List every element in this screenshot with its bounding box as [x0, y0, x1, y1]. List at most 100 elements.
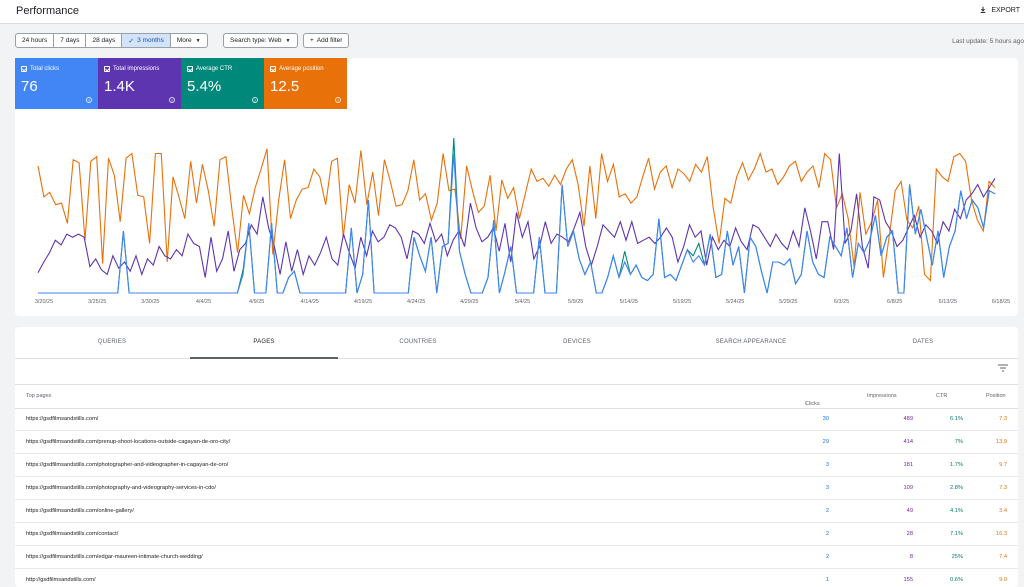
range-3-months[interactable]: ✓ 3 months — [122, 34, 171, 47]
x-tick-label: 5/24/25 — [726, 299, 744, 305]
ctr-value: 2.8% — [950, 485, 963, 491]
x-tick-label: 5/4/25 — [515, 299, 530, 305]
x-tick-label: 5/29/25 — [779, 299, 797, 305]
help-icon: ? — [169, 97, 175, 103]
series-line-clicks — [38, 153, 996, 294]
x-tick-label: 4/29/25 — [460, 299, 478, 305]
check-icon: ✓ — [128, 37, 135, 45]
range-24-hours[interactable]: 24 hours — [16, 34, 55, 47]
performance-chart-card: Total clicks 76? Total impressions 1.4K? Ave… — [15, 58, 1018, 316]
range-28-days[interactable]: 28 days — [86, 34, 123, 47]
ctr-value: 7% — [954, 439, 963, 445]
clicks-value: 3 — [825, 462, 829, 468]
metric-tile-0[interactable]: Total clicks 76? — [15, 58, 98, 109]
ctr-value: 0.6% — [950, 577, 963, 583]
table-row[interactable]: https://gsdfilmsandstills.com/contact/2 2… — [15, 523, 1018, 546]
position-value: 13.9 — [995, 439, 1007, 445]
export-label: EXPORT — [991, 6, 1020, 14]
add-filter-button[interactable]: + Add filter — [303, 33, 350, 48]
impressions-value: 414 — [903, 439, 914, 445]
column-header-page: Top pages — [26, 393, 52, 399]
impressions-value: 8 — [909, 554, 913, 560]
metric-tile-1[interactable]: Total impressions 1.4K? — [98, 58, 181, 109]
column-header-ctr[interactable]: CTR — [936, 393, 948, 399]
top-bar: Performance EXPORT — [0, 0, 1024, 24]
page-url: https://gsdfilmsandstills.com/edgar-maur… — [26, 554, 203, 560]
tab-devices[interactable]: DEVICES — [563, 339, 591, 345]
x-tick-label: 5/14/25 — [620, 299, 638, 305]
impressions-value: 181 — [903, 462, 914, 468]
ctr-value: 7.1% — [950, 531, 963, 537]
clicks-value: 3 — [825, 485, 829, 491]
metric-tile-3[interactable]: Average position 12.5? — [264, 58, 347, 109]
metric-label: Total impressions — [113, 66, 160, 72]
table-header: Top pages ↓ Clicks Impressions CTR Posit… — [15, 384, 1018, 409]
position-value: 3.4 — [999, 508, 1007, 514]
clicks-value: 29 — [822, 439, 829, 445]
x-tick-label: 4/4/25 — [196, 299, 211, 305]
pages-table-card: QUERIES PAGES COUNTRIES DEVICES SEARCH A… — [15, 327, 1018, 587]
checkbox-icon — [270, 66, 276, 72]
x-tick-label: 3/20/25 — [35, 299, 53, 305]
x-tick-label: 4/9/25 — [249, 299, 264, 305]
metric-label: Average position — [279, 66, 324, 72]
table-row[interactable]: https://gsdfilmsandstills.com/prenup-sho… — [15, 431, 1018, 454]
position-value: 7.4 — [999, 554, 1007, 560]
table-row[interactable]: https://gsdfilmsandstills.com/photograph… — [15, 477, 1018, 500]
table-row[interactable]: https://gsdfilmsandstills.com/30 489 6.1% 7… — [15, 408, 1018, 431]
tab-countries[interactable]: COUNTRIES — [399, 339, 437, 345]
performance-line-chart: 3/20/25 3/25/25 3/30/25 4/4/25 4/9/25 4/14/25… — [35, 137, 1010, 305]
position-value: 16.3 — [995, 531, 1007, 537]
page-url: https://gsdfilmsandstills.com/photograph… — [26, 462, 229, 468]
impressions-value: 155 — [903, 577, 914, 583]
impressions-value: 109 — [903, 485, 914, 491]
export-button[interactable]: EXPORT — [979, 6, 1024, 14]
series-line-position — [37, 148, 996, 282]
metric-value: 5.4% — [187, 78, 222, 95]
metric-value: 12.5 — [270, 78, 300, 95]
help-icon: ? — [335, 97, 341, 103]
column-header-impressions[interactable]: Impressions — [867, 393, 897, 399]
metric-tile-2[interactable]: Average CTR 5.4%? — [181, 58, 264, 109]
tab-search-appearance[interactable]: SEARCH APPEARANCE — [715, 339, 787, 345]
search-type-dropdown[interactable]: Search type: Web ▼ — [223, 33, 298, 48]
filter-rows-icon[interactable] — [998, 364, 1008, 372]
table-row[interactable]: http://gsdfilmsandstills.com/1 155 0.6% 9.0 — [15, 569, 1018, 587]
tab-pages[interactable]: PAGES — [253, 339, 275, 345]
x-tick-label: 6/18/25 — [992, 299, 1010, 305]
x-tick-label: 4/24/25 — [407, 299, 425, 305]
tab-dates[interactable]: DATES — [912, 339, 934, 345]
page-url: https://gsdfilmsandstills.com/ — [26, 416, 99, 422]
clicks-value: 2 — [825, 508, 829, 514]
page-title: Performance — [16, 5, 79, 17]
clicks-value: 2 — [825, 531, 829, 537]
page-url: https://gsdfilmsandstills.com/photograph… — [26, 485, 216, 491]
table-row[interactable]: https://gsdfilmsandstills.com/edgar-maur… — [15, 546, 1018, 569]
impressions-value: 489 — [903, 416, 914, 422]
active-tab-indicator — [190, 357, 338, 359]
page-url: http://gsdfilmsandstills.com/ — [26, 577, 96, 583]
x-tick-label: 5/9/25 — [568, 299, 583, 305]
ctr-value: 4.1% — [950, 508, 963, 514]
filter-toolbar: 24 hours 7 days 28 days ✓ 3 months More ▼ … — [0, 26, 1024, 56]
dropdown-arrow-icon: ▼ — [285, 37, 291, 44]
tab-queries[interactable]: QUERIES — [97, 339, 127, 345]
metric-value: 76 — [21, 78, 38, 95]
metric-value: 1.4K — [104, 78, 135, 95]
clicks-value: 2 — [825, 554, 829, 560]
x-tick-label: 4/19/25 — [354, 299, 372, 305]
range-7-days[interactable]: 7 days — [54, 34, 87, 47]
dropdown-arrow-icon: ▼ — [195, 37, 201, 44]
dimension-tabs: QUERIES PAGES COUNTRIES DEVICES SEARCH A… — [15, 327, 1018, 359]
metric-label: Total clicks — [30, 66, 60, 72]
x-tick-label: 3/30/25 — [141, 299, 159, 305]
help-icon: ? — [252, 97, 258, 103]
x-tick-label: 6/3/25 — [834, 299, 849, 305]
series-line-impressions — [37, 153, 996, 278]
clicks-value: 1 — [825, 577, 829, 583]
table-row[interactable]: https://gsdfilmsandstills.com/online-gal… — [15, 500, 1018, 523]
range-more[interactable]: More ▼ — [176, 37, 201, 44]
date-range-selector: 24 hours 7 days 28 days ✓ 3 months More ▼ — [15, 33, 208, 48]
table-row[interactable]: https://gsdfilmsandstills.com/photograph… — [15, 454, 1018, 477]
column-header-position[interactable]: Position — [986, 393, 1006, 399]
